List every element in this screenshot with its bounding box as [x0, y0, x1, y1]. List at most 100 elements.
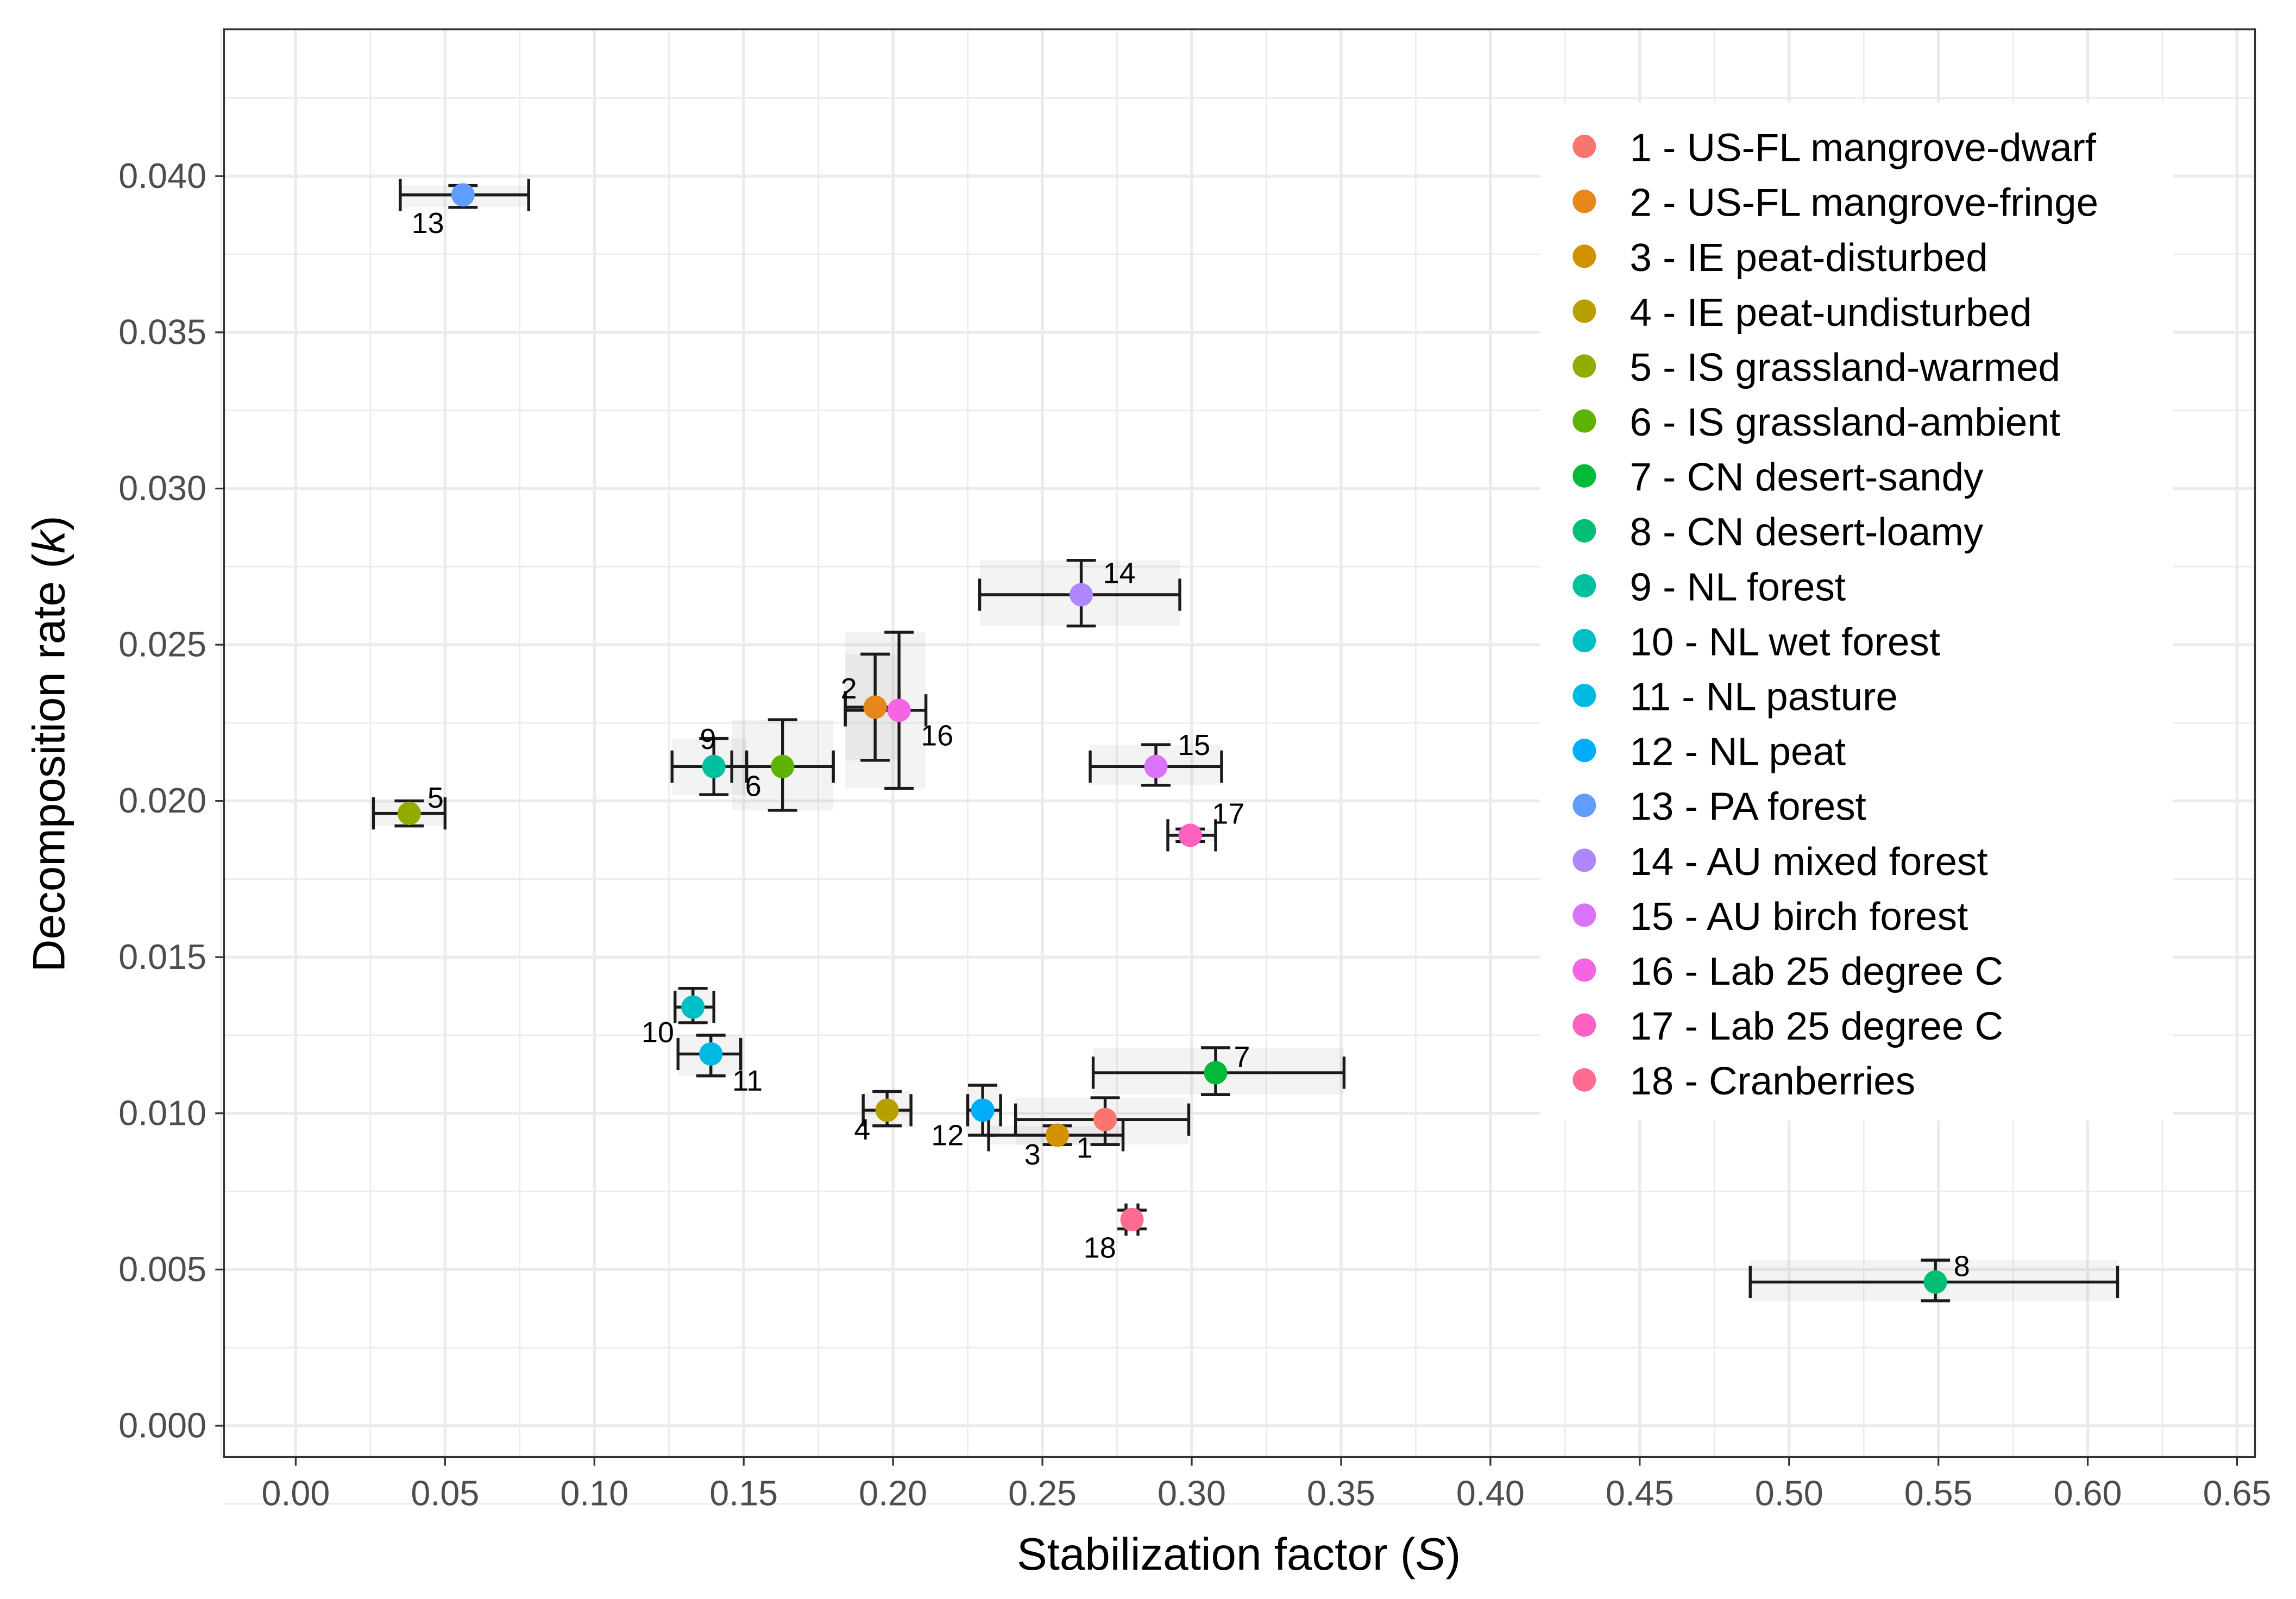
point-label: 6	[745, 770, 762, 802]
x-tick-label: 0.25	[1008, 1473, 1077, 1513]
legend-label: 2 - US-FL mangrove-fringe	[1630, 181, 2098, 225]
point-label: 3	[1024, 1138, 1041, 1171]
point-label: 7	[1234, 1041, 1250, 1073]
x-tick-label: 0.05	[411, 1473, 479, 1513]
x-tick-label: 0.55	[1904, 1473, 1973, 1513]
legend-key	[1572, 794, 1596, 817]
y-tick-label: 0.030	[118, 468, 206, 508]
y-axis-title: Decomposition rate (k)	[23, 515, 74, 972]
legend-label: 8 - CN desert-loamy	[1630, 510, 1984, 554]
point-label: 10	[641, 1016, 674, 1049]
data-point-3	[1046, 1123, 1070, 1147]
data-point-6	[771, 754, 795, 778]
legend-key	[1572, 1013, 1596, 1037]
legend-key	[1572, 519, 1596, 543]
x-tick-label: 0.50	[1755, 1473, 1823, 1513]
y-tick-label: 0.010	[118, 1093, 206, 1132]
data-point-12	[971, 1098, 995, 1122]
plot-panel-border	[223, 28, 2256, 1458]
legend-key	[1572, 409, 1596, 433]
legend-key	[1572, 628, 1596, 653]
legend: 1 - US-FL mangrove-dwarf 2 - US-FL mangro…	[1540, 102, 2173, 1120]
x-tick-label: 0.40	[1456, 1473, 1525, 1513]
legend-key	[1572, 684, 1596, 708]
point-label: 9	[700, 723, 716, 756]
y-tick-label: 0.005	[118, 1249, 206, 1289]
point-label: 11	[732, 1065, 763, 1097]
data-point-2	[863, 695, 887, 719]
legend-label: 3 - IE peat-disturbed	[1630, 236, 1987, 280]
y-axis-title-main: Decomposition rate	[23, 569, 74, 972]
data-point-1	[1093, 1107, 1117, 1131]
data-point-9	[702, 754, 726, 778]
y-axis-title-symbol: k	[23, 528, 74, 553]
legend-key	[1572, 958, 1596, 982]
y-tick-label: 0.020	[118, 780, 206, 820]
legend-label: 15 - AU birch forest	[1630, 895, 1968, 939]
data-point-10	[681, 995, 705, 1019]
data-point-15	[1144, 754, 1168, 778]
x-axis-title-symbol: S	[1416, 1528, 1446, 1579]
data-point-18	[1120, 1207, 1144, 1231]
point-label: 1	[1077, 1131, 1093, 1164]
y-tick-label: 0.000	[118, 1406, 206, 1445]
legend-key	[1572, 464, 1596, 488]
x-tick-label: 0.15	[709, 1473, 778, 1513]
legend-label: 17 - Lab 25 degree C	[1630, 1004, 2003, 1048]
legend-label: 5 - IS grassland-warmed	[1630, 345, 2060, 389]
x-tick-label: 0.35	[1307, 1473, 1375, 1513]
x-tick-label: 0.65	[2203, 1473, 2272, 1513]
legend-background	[1540, 102, 2173, 1120]
legend-key	[1572, 848, 1596, 872]
x-tick-label: 0.00	[261, 1473, 330, 1513]
axis-ticks: 0.00 0.05 0.10 0.15 0.20 0.25 0.30 0.35 0.40 0.45…	[118, 156, 2271, 1513]
x-tick-label: 0.60	[2054, 1473, 2122, 1513]
point-label: 16	[921, 720, 953, 752]
legend-label: 12 - NL peat	[1630, 730, 1846, 774]
point-label: 8	[1954, 1250, 1970, 1283]
data-points	[397, 183, 1947, 1294]
legend-label: 10 - NL wet forest	[1630, 620, 1940, 664]
point-label: 15	[1178, 729, 1210, 761]
legend-label: 4 - IE peat-undisturbed	[1630, 291, 2031, 335]
legend-label: 7 - CN desert-sandy	[1630, 455, 1984, 499]
x-axis-title: Stabilization factor (S)	[1017, 1528, 1461, 1579]
point-label: 2	[841, 672, 857, 705]
legend-key	[1572, 244, 1596, 268]
legend-key	[1572, 1068, 1596, 1092]
data-point-7	[1204, 1061, 1228, 1085]
point-label: 4	[854, 1113, 870, 1146]
data-point-4	[875, 1098, 899, 1122]
data-point-17	[1178, 823, 1202, 847]
y-tick-label: 0.015	[118, 937, 206, 977]
legend-key	[1572, 574, 1596, 597]
legend-label: 13 - PA forest	[1630, 785, 1866, 829]
legend-key	[1572, 739, 1596, 763]
legend-label: 18 - Cranberries	[1630, 1059, 1915, 1103]
point-label: 14	[1103, 557, 1136, 589]
x-tick-label: 0.10	[560, 1473, 628, 1513]
legend-label: 9 - NL forest	[1630, 565, 1846, 609]
y-tick-label: 0.025	[118, 625, 206, 664]
data-point-11	[699, 1042, 723, 1066]
legend-key	[1572, 354, 1596, 378]
data-point-13	[451, 183, 475, 207]
legend-label: 1 - US-FL mangrove-dwarf	[1630, 126, 2096, 170]
legend-label: 6 - IS grassland-ambient	[1630, 400, 2060, 444]
x-axis-title-main: Stabilization factor	[1017, 1528, 1400, 1579]
data-point-14	[1069, 583, 1093, 607]
y-tick-label: 0.035	[118, 312, 206, 351]
legend-key	[1572, 135, 1596, 159]
legend-key	[1572, 299, 1596, 323]
legend-key	[1572, 903, 1596, 927]
point-label: 18	[1084, 1231, 1116, 1264]
legend-label: 14 - AU mixed forest	[1630, 840, 1987, 884]
legend-label: 11 - NL pasture	[1630, 675, 1897, 719]
point-label: 12	[931, 1119, 964, 1152]
x-tick-label: 0.20	[859, 1473, 927, 1513]
data-point-5	[397, 802, 421, 826]
y-tick-label: 0.040	[118, 156, 206, 196]
x-tick-label: 0.45	[1606, 1473, 1674, 1513]
